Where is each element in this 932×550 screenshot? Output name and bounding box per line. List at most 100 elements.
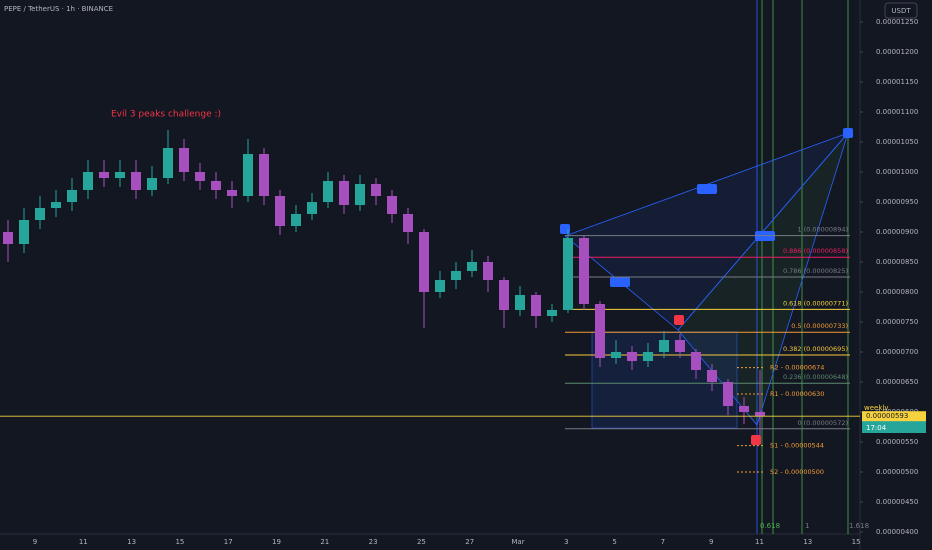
fib-label: 0.236 (0.00000648) (783, 373, 848, 381)
y-tick-label: 0.00000700 (876, 348, 918, 356)
candle-body (339, 181, 349, 205)
candle-body (659, 340, 669, 352)
candle-body (419, 232, 429, 292)
candle-body (515, 295, 525, 310)
currency-label[interactable]: USDT (891, 7, 911, 15)
candle-body (547, 310, 557, 316)
y-tick-label: 0.00001200 (876, 48, 918, 56)
x-tick-label: 7 (661, 538, 665, 546)
pivot-label: S1 - 0.00000544 (770, 442, 824, 450)
y-tick-label: 0.00000900 (876, 228, 918, 236)
pattern-point (751, 435, 761, 445)
candle-body (179, 148, 189, 172)
symbol-title: PEPE / TetherUS · 1h · BINANCE (4, 5, 113, 13)
pattern-point (674, 315, 684, 325)
candle-body (163, 148, 173, 178)
x-tick-label: Mar (511, 538, 524, 546)
x-tick-label: 27 (465, 538, 474, 546)
y-tick-label: 0.00001250 (876, 18, 918, 26)
y-tick-label: 0.00000850 (876, 258, 918, 266)
y-tick-label: 0.00001000 (876, 168, 918, 176)
x-tick-label: 13 (127, 538, 136, 546)
candle-body (627, 352, 637, 361)
x-tick-label: 23 (369, 538, 378, 546)
y-tick-label: 0.00000550 (876, 438, 918, 446)
y-tick-label: 0.00001100 (876, 108, 918, 116)
x-tick-label: 3 (564, 538, 568, 546)
pivot-label: R1 - 0.00000630 (770, 390, 824, 398)
candle-body (243, 154, 253, 196)
x-tick-label: 11 (755, 538, 764, 546)
fib-label: 0 (0.00000572) (797, 419, 848, 427)
candle-body (307, 202, 317, 214)
pivot-label: S2 - 0.00000500 (770, 468, 824, 476)
candle-body (19, 220, 29, 244)
countdown: 17:04 (866, 424, 887, 432)
x-tick-label: 15 (175, 538, 184, 546)
last-price-box (862, 411, 926, 422)
x-tick-label: 17 (224, 538, 233, 546)
candle-body (723, 382, 733, 406)
candle-body (739, 406, 749, 412)
candle-body (51, 202, 61, 208)
candle-body (755, 412, 765, 417)
candle-body (83, 172, 93, 190)
candle-body (371, 184, 381, 196)
candle-body (387, 196, 397, 214)
y-tick-label: 0.00001150 (876, 78, 918, 86)
x-tick-label: 9 (33, 538, 37, 546)
y-tick-label: 0.00000400 (876, 528, 918, 536)
x-tick-label: 13 (803, 538, 812, 546)
candle-body (579, 238, 589, 304)
y-tick-label: 0.00000750 (876, 318, 918, 326)
candle-body (595, 304, 605, 358)
candle-body (99, 172, 109, 178)
fib-label: 0.618 (0.00000771) (783, 299, 848, 307)
fib-label: 1 (0.00000894) (797, 226, 848, 234)
candle-body (3, 232, 13, 244)
x-tick-label: 9 (709, 538, 713, 546)
candle-body (483, 262, 493, 280)
candle-body (563, 238, 573, 310)
x-tick-label: 11 (79, 538, 88, 546)
y-tick-label: 0.00000650 (876, 378, 918, 386)
fib-label: 0.786 (0.00000825) (783, 267, 848, 275)
annotation: Evil 3 peaks challenge :) (111, 110, 221, 120)
y-tick-label: 0.00000500 (876, 468, 918, 476)
candle-body (67, 190, 77, 202)
candle-body (131, 172, 141, 190)
candle-body (259, 154, 269, 196)
bottom-label: 0.618 (760, 522, 780, 530)
currency-button[interactable] (884, 2, 918, 19)
candle-body (227, 190, 237, 196)
candle-body (275, 196, 285, 226)
candle-body (323, 181, 333, 202)
pattern-point (843, 128, 853, 138)
candle-body (435, 280, 445, 292)
candle-body (403, 214, 413, 232)
fib-label: 0.382 (0.00000695) (783, 345, 848, 353)
candle-body (115, 172, 125, 178)
candle-body (467, 262, 477, 271)
candle-body (355, 184, 365, 205)
y-tick-label: 0.00000450 (876, 498, 918, 506)
x-tick-label: 5 (612, 538, 616, 546)
bottom-label: 1.618 (849, 522, 869, 530)
x-tick-label: 15 (852, 538, 861, 546)
y-tick-label: 0.00001050 (876, 138, 918, 146)
weekly-label: weekly (864, 404, 888, 412)
pattern-ratio (697, 184, 717, 194)
candle-body (643, 352, 653, 361)
candle-body (35, 208, 45, 220)
x-tick-label: 25 (417, 538, 426, 546)
candle-body (195, 172, 205, 181)
y-tick-label: 0.00000800 (876, 288, 918, 296)
y-tick-label: 0.00000950 (876, 198, 918, 206)
candle-body (611, 352, 621, 358)
fib-label: 0.886 (0.00000858) (783, 247, 848, 255)
candle-body (451, 271, 461, 280)
candle-body (531, 295, 541, 316)
countdown-box (862, 423, 926, 433)
